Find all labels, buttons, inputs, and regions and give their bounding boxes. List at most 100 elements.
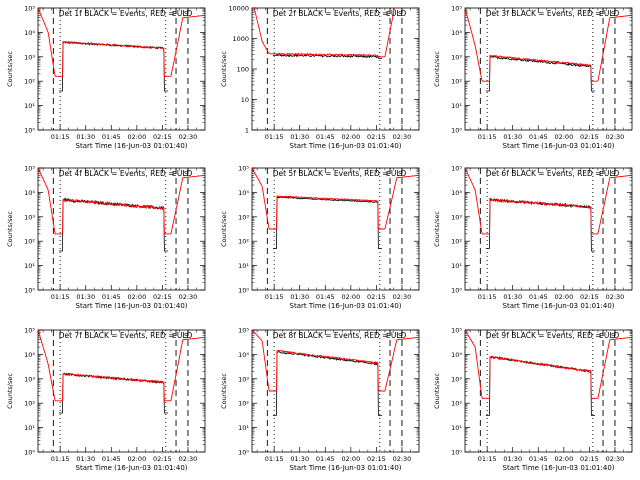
x-axis-label: Start Time (16-Jun-03 01:01:40) [503, 302, 615, 310]
x-tick-label: 01:45 [102, 133, 121, 141]
y-tick-label: 10⁵ [238, 327, 249, 335]
data-group [465, 330, 632, 416]
x-tick-label: 02:30 [606, 455, 625, 463]
y-axis-label: Counts/sec [433, 211, 441, 247]
x-tick-label: 01:45 [529, 133, 548, 141]
x-tick-label: 02:30 [606, 293, 625, 301]
data-group [465, 168, 632, 252]
y-tick-label: 10² [24, 78, 35, 86]
y-tick-label: 10⁴ [451, 29, 462, 37]
data-group [465, 8, 632, 92]
x-tick-label: 02:00 [341, 133, 360, 141]
x-tick-label: 01:30 [503, 133, 522, 141]
x-tick-label: 02:15 [153, 455, 172, 463]
x-axis-label: Start Time (16-Jun-03 01:01:40) [76, 142, 188, 150]
time-marker-label: S [398, 10, 403, 18]
y-tick-label: 10⁰ [238, 287, 249, 295]
time-marker-label: S [611, 10, 616, 18]
y-axis-label: Counts/sec [6, 211, 14, 247]
x-axis-label: Start Time (16-Jun-03 01:01:40) [76, 464, 188, 472]
panel-det-9: 10⁰ 10¹ 10² 10³ 10⁴ 10⁵ 01:15 01:30 01:45 02:00 02… [433, 327, 633, 472]
x-tick-label: 01:15 [51, 293, 70, 301]
data-group [38, 8, 205, 92]
y-tick-label: 10⁵ [24, 327, 35, 335]
x-tick-label: 01:45 [102, 293, 121, 301]
x-tick-label: 02:30 [179, 455, 198, 463]
y-tick-label: 10⁵ [451, 5, 462, 13]
y-tick-label: 10¹ [238, 424, 249, 432]
x-tick-label: 01:30 [76, 133, 95, 141]
panel-det-1: 10⁰ 10¹ 10² 10³ 10⁴ 10⁵ 01:15 01:30 01:45 02:00 02… [6, 5, 206, 150]
x-tick-label: 01:15 [265, 455, 284, 463]
time-marker-label: E [172, 332, 176, 340]
x-tick-label: 02:30 [179, 133, 198, 141]
x-tick-label: 01:30 [290, 133, 309, 141]
x-tick-label: 01:30 [290, 293, 309, 301]
y-tick-label: 10¹ [24, 102, 35, 110]
y-tick-label: 100 [237, 66, 249, 74]
y-tick-label: 10⁵ [451, 165, 462, 173]
uld-series-line [38, 8, 205, 77]
plot-frame [251, 7, 420, 131]
x-tick-label: 01:15 [478, 133, 497, 141]
data-group [252, 330, 419, 416]
y-tick-label: 10 [241, 96, 249, 104]
uld-series-line [465, 330, 632, 399]
y-tick-label: 10² [238, 238, 249, 246]
x-tick-label: 01:30 [76, 455, 95, 463]
y-axis-label: Counts/sec [220, 51, 228, 87]
x-tick-label: 02:15 [367, 133, 386, 141]
plot-frame [464, 7, 633, 131]
y-tick-label: 10⁴ [24, 351, 35, 359]
x-tick-label: 02:15 [367, 455, 386, 463]
events-series-line [272, 351, 382, 416]
y-tick-label: 10² [451, 400, 462, 408]
y-axis-label: Counts/sec [6, 373, 14, 409]
x-tick-label: 02:30 [393, 293, 412, 301]
y-tick-label: 10² [451, 78, 462, 86]
x-axis-label: Start Time (16-Jun-03 01:01:40) [503, 464, 615, 472]
y-tick-label: 10¹ [24, 262, 35, 270]
y-axis-label: Counts/sec [433, 373, 441, 409]
events-series-line [485, 197, 595, 252]
x-tick-label: 02:15 [367, 293, 386, 301]
x-tick-label: 02:15 [153, 293, 172, 301]
events-series-line [58, 40, 168, 92]
x-tick-label: 01:15 [478, 455, 497, 463]
panel-det-6: 10⁰ 10¹ 10² 10³ 10⁴ 10⁵ 01:15 01:30 01:45 02:00 02… [433, 165, 633, 310]
x-tick-label: 02:00 [554, 455, 573, 463]
plot-frame [37, 7, 206, 131]
panel-title: Det 4f BLACK = Events, RED = ULD [59, 169, 193, 178]
x-tick-label: 01:15 [265, 293, 284, 301]
y-tick-label: 10⁰ [24, 127, 35, 135]
events-series-line [485, 355, 595, 416]
x-tick-label: 02:00 [341, 293, 360, 301]
y-tick-label: 10⁰ [451, 127, 462, 135]
y-tick-label: 10000 [228, 5, 249, 13]
data-group [253, 8, 395, 59]
y-axis-label: Counts/sec [433, 51, 441, 87]
panel-title: Det 9f BLACK = Events, RED = ULD [486, 331, 620, 340]
x-tick-label: 01:15 [51, 455, 70, 463]
x-axis-label: Start Time (16-Jun-03 01:01:40) [290, 464, 402, 472]
y-tick-label: 10⁴ [238, 351, 249, 359]
x-tick-label: 01:15 [478, 293, 497, 301]
y-tick-label: 10⁰ [451, 449, 462, 457]
panel-title: Det 1f BLACK = Events, RED = ULD [59, 9, 193, 18]
plot-frame [37, 167, 206, 291]
time-marker-label: S [184, 10, 189, 18]
y-axis-label: Counts/sec [220, 373, 228, 409]
panel-det-4: 10⁰ 10¹ 10² 10³ 10⁴ 10⁵ 01:15 01:30 01:45 02:00 02… [6, 165, 206, 310]
plot-frame [464, 167, 633, 291]
y-tick-label: 10¹ [238, 262, 249, 270]
x-tick-label: 01:45 [316, 455, 335, 463]
y-tick-label: 10³ [24, 375, 35, 383]
y-tick-label: 10⁰ [24, 287, 35, 295]
x-tick-label: 01:45 [529, 293, 548, 301]
events-series-line [272, 53, 382, 59]
panel-det-2: 1 10 100 1000 10000 01:15 01:30 01:45 02:00 02:15… [220, 5, 420, 150]
time-marker-label: S [611, 170, 616, 178]
time-marker-label: S [398, 170, 403, 178]
y-tick-label: 10³ [24, 213, 35, 221]
plot-frame [37, 329, 206, 453]
